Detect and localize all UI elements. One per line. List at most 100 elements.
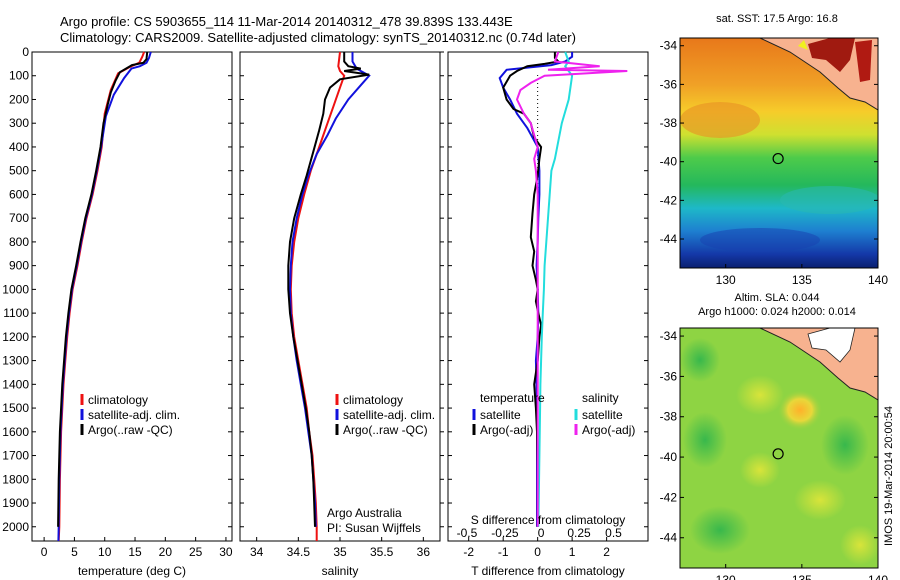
legend-label: Argo(-adj)	[582, 423, 635, 437]
temperature-tick-label: 10	[98, 545, 112, 559]
depth-tick-label: 400	[9, 140, 29, 154]
series-line-climatology	[289, 51, 346, 541]
temperature-tick-label: 15	[128, 545, 142, 559]
map-lat-label: -42	[660, 490, 678, 504]
legend-label: satellite	[582, 408, 623, 422]
map-lat-label: -36	[660, 369, 678, 383]
legend-title-temperature: temperature	[480, 391, 545, 405]
depth-tick-label: 600	[9, 187, 29, 201]
map-lon-label: 135	[792, 573, 812, 580]
salinity-tick-label: 35	[333, 545, 347, 559]
temperature-tick-label: 20	[159, 545, 173, 559]
sla-high-1	[736, 375, 784, 415]
series-line-satellite-adj-clim-	[288, 52, 371, 527]
legend-label: satellite-adj. clim.	[88, 408, 180, 422]
temperature-series	[57, 51, 152, 542]
depth-tick-label: 300	[9, 116, 29, 130]
depth-tick-label: 1800	[2, 472, 29, 486]
depth-axis: 0 100 200 300 400 500 600 700 800 900 1000 1100 1200…	[2, 45, 444, 534]
map-lat-label: -42	[660, 193, 678, 207]
imos-timestamp: IMOS 19-Mar-2014 20:00:54	[883, 406, 895, 546]
sla-map-axes: 130 135 140 -34 -36 -38 -40 -42 -44	[660, 329, 889, 580]
depth-tick-label: 1300	[2, 354, 29, 368]
depth-tick-label: 1500	[2, 401, 29, 415]
depth-tick-label: 1600	[2, 425, 29, 439]
temperature-tick-label: 5	[71, 545, 78, 559]
legend-label: satellite	[480, 408, 521, 422]
difference-axes	[447, 51, 649, 542]
depth-tick-label: 700	[9, 211, 29, 225]
salinity-tick-label: 36	[417, 545, 431, 559]
salinity-xlabel: salinity	[322, 564, 359, 578]
sla-high-3	[794, 480, 846, 520]
sst-gulf-2	[855, 40, 872, 82]
sla-high-4	[840, 525, 878, 565]
legend-label: satellite-adj. clim.	[343, 408, 435, 422]
s-difference-tick-label: 0.25	[567, 526, 591, 540]
s-difference-tick-label: -0.5	[457, 526, 478, 540]
s-difference-tick-label: 0.5	[605, 526, 622, 540]
header-line-2: Climatology: CARS2009. Satellite-adjuste…	[60, 30, 576, 45]
series-line-t-satellite	[498, 52, 574, 527]
difference-tick-label: -1	[498, 545, 509, 559]
sla-low-4	[690, 506, 750, 554]
salinity-tick-label: 35.5	[370, 545, 394, 559]
salinity-axes	[239, 51, 441, 542]
sla-low-3	[821, 415, 869, 475]
difference-legend: temperature salinitysatelliteArgo(-adj)sa…	[472, 391, 635, 437]
depth-tick-label: 2000	[2, 520, 29, 534]
map-lon-label: 130	[716, 573, 736, 580]
map-lat-label: -38	[660, 410, 678, 424]
difference-tick-label: -2	[463, 545, 474, 559]
depth-tick-label: 1900	[2, 496, 29, 510]
legend-title-salinity: salinity	[582, 391, 619, 405]
header-line-1: Argo profile: CS 5903655_114 11-Mar-2014…	[60, 14, 513, 29]
sla-map-panel: Altim. SLA: 0.044 Argo h1000: 0.024 h200…	[660, 292, 895, 580]
sst-warm-patch	[680, 102, 760, 138]
sla-map-title-1: Altim. SLA: 0.044	[735, 292, 820, 304]
map-lon-label: 135	[792, 273, 812, 287]
salinity-tick-label: 34.5	[287, 545, 311, 559]
depth-tick-label: 800	[9, 235, 29, 249]
depth-tick-label: 900	[9, 259, 29, 273]
map-lat-label: -44	[660, 531, 678, 545]
s-difference-tick-label: -0.25	[491, 526, 519, 540]
sst-coastline	[759, 38, 878, 111]
map-lon-label: 140	[868, 573, 888, 580]
depth-tick-label: 1400	[2, 377, 29, 391]
legend-label: Argo(..raw -QC)	[343, 423, 428, 437]
depth-tick-label: 200	[9, 92, 29, 106]
salinity-panel: 34 34.5 35 35.5 36 salinity climatologysatel…	[239, 51, 441, 578]
temperature-tick-label: 0	[41, 545, 48, 559]
difference-panel: -2 -1 0 1 2 T difference from climatology S …	[447, 51, 649, 578]
sla-high-2	[740, 452, 780, 488]
depth-tick-label: 1000	[2, 282, 29, 296]
map-lat-label: -38	[660, 116, 678, 130]
difference-axis: -2 -1 0 1 2	[448, 51, 648, 559]
sla-argo-position-marker	[772, 448, 784, 460]
s-difference-label: S difference from climatology	[471, 513, 626, 527]
temperature-xlabel: temperature (deg C)	[78, 564, 186, 578]
series-line-s-satellite	[537, 51, 574, 527]
series-line-argo-raw-qc-	[57, 51, 149, 527]
salinity-axis: 34 34.5 35 35.5 36	[240, 51, 431, 559]
map-lat-label: -34	[660, 329, 678, 343]
sla-map-frame	[679, 327, 879, 569]
map-lat-label: -40	[660, 450, 678, 464]
pi-label: PI: Susan Wijffels	[327, 521, 421, 535]
difference-tick-label: 2	[603, 545, 610, 559]
argo-australia-label: Argo Australia	[327, 506, 402, 520]
difference-series	[498, 51, 628, 527]
sla-coastline	[759, 328, 878, 401]
sla-low-1	[680, 338, 720, 382]
depth-tick-label: 1700	[2, 449, 29, 463]
sst-map-frame	[679, 37, 879, 269]
map-lat-label: -40	[660, 155, 678, 169]
depth-tick-label: 1200	[2, 330, 29, 344]
map-lat-label: -34	[660, 39, 678, 53]
series-line-argo-raw-qc-	[287, 52, 370, 527]
map-lat-label: -36	[660, 77, 678, 91]
